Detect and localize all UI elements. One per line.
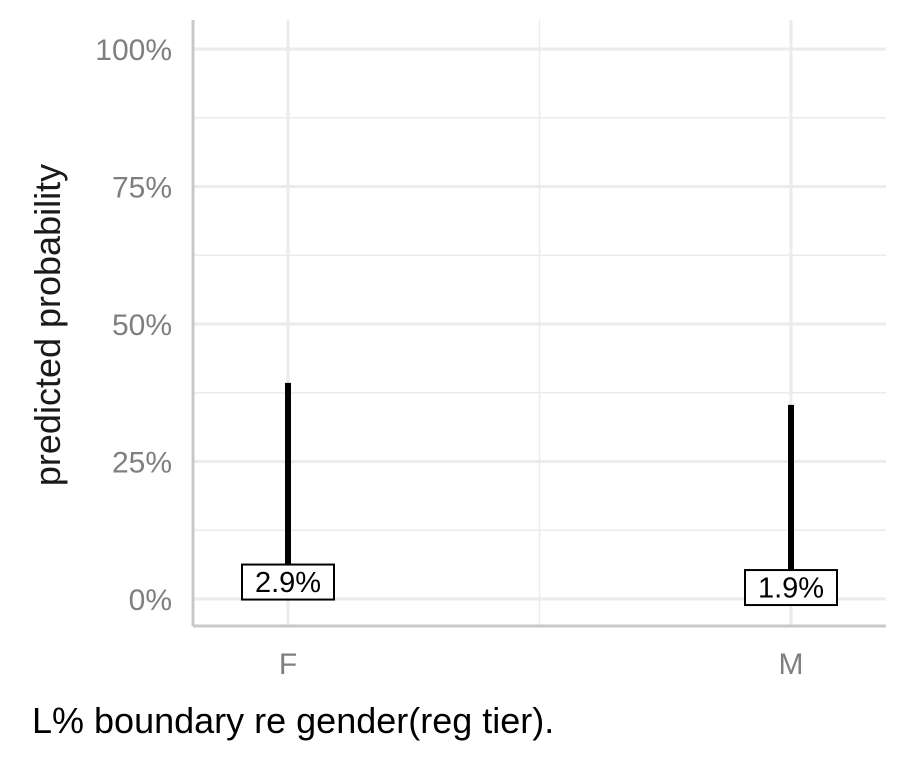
- y-tick-labels: 0% 25% 50% 75% 100%: [95, 34, 172, 617]
- y-tick-label: 100%: [95, 34, 172, 67]
- error-bars: [285, 382, 794, 599]
- data-label-box: [744, 569, 838, 607]
- data-label-box: [241, 563, 335, 601]
- figure-caption: L% boundary re gender(reg tier).: [32, 700, 555, 741]
- y-tick-label: 50%: [112, 309, 172, 342]
- y-tick-label: 25%: [112, 447, 172, 480]
- data-label: 1.9%: [758, 573, 824, 605]
- x-tick-label: M: [779, 648, 804, 681]
- axes: [191, 20, 886, 628]
- y-tick-label: 75%: [112, 172, 172, 205]
- y-tick-label: 0%: [129, 584, 172, 617]
- x-tick-label: F: [279, 648, 297, 681]
- data-label: 2.9%: [255, 567, 321, 599]
- data-labels: 2.9% 1.9%: [241, 563, 838, 607]
- y-axis-title: predicted probability: [27, 164, 68, 486]
